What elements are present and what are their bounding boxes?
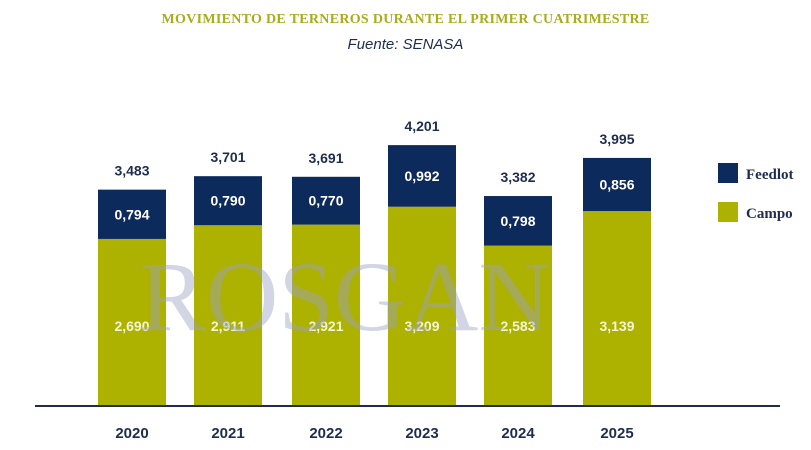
data-label-feedlot: 0,790 xyxy=(210,193,245,209)
bar-feedlot-2021 xyxy=(194,176,262,226)
data-label-feedlot: 0,794 xyxy=(114,206,149,222)
bar-campo-2022 xyxy=(292,224,360,406)
bar-campo-2024 xyxy=(484,245,552,406)
x-tick-label: 2024 xyxy=(501,425,535,442)
data-label-campo: 3,139 xyxy=(599,318,634,334)
legend-label-feedlot: Feedlot xyxy=(746,167,793,183)
data-label-campo: 2,911 xyxy=(211,318,245,334)
x-tick-label: 2023 xyxy=(405,425,438,442)
legend-label-campo: Campo xyxy=(746,206,793,222)
bar-feedlot-2024 xyxy=(484,196,552,246)
watermark-logo: ROSGAN xyxy=(139,241,550,352)
total-label: 3,701 xyxy=(210,149,245,165)
chart-title: MOVIMIENTO DE TERNEROS DURANTE EL PRIMER… xyxy=(161,12,650,27)
data-label-feedlot: 0,856 xyxy=(599,176,634,192)
data-label-campo: 2,690 xyxy=(114,318,149,334)
total-label: 3,483 xyxy=(114,163,149,179)
total-label: 3,995 xyxy=(599,131,634,147)
x-tick-label: 2021 xyxy=(211,425,244,442)
total-label: 3,691 xyxy=(308,150,343,166)
bar-feedlot-2025 xyxy=(583,157,651,212)
chart-subtitle: Fuente: SENASA xyxy=(347,36,464,53)
bar-campo-2025 xyxy=(583,211,651,406)
bar-feedlot-2023 xyxy=(388,145,456,207)
total-label: 3,382 xyxy=(500,169,535,185)
total-label: 4,201 xyxy=(404,118,439,134)
data-label-feedlot: 0,992 xyxy=(404,168,439,184)
bar-campo-2021 xyxy=(194,225,262,406)
legend-swatch-campo xyxy=(718,202,738,222)
data-label-feedlot: 0,770 xyxy=(308,193,343,209)
x-tick-label: 2025 xyxy=(600,425,633,442)
data-label-campo: 2,583 xyxy=(500,318,535,334)
data-label-campo: 3,209 xyxy=(404,318,439,334)
bar-campo-2020 xyxy=(98,238,166,406)
bar-feedlot-2022 xyxy=(292,176,360,225)
x-tick-label: 2022 xyxy=(309,425,342,442)
data-label-campo: 2,921 xyxy=(308,318,343,334)
data-label-feedlot: 0,798 xyxy=(500,213,535,229)
x-tick-label: 2020 xyxy=(115,425,148,442)
legend-swatch-feedlot xyxy=(718,163,738,183)
bar-feedlot-2020 xyxy=(98,189,166,239)
bar-campo-2023 xyxy=(388,206,456,406)
